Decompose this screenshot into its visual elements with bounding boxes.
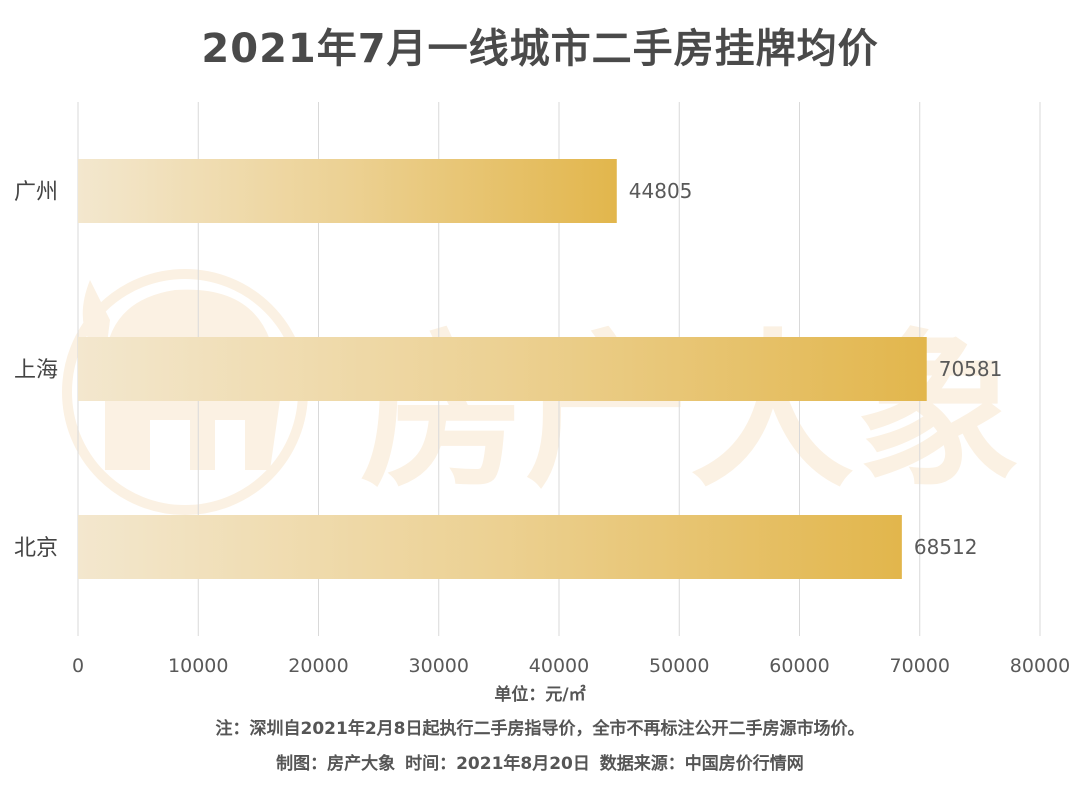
- category-label: 上海: [14, 358, 58, 383]
- bar: [78, 515, 902, 579]
- x-tick-label: 70000: [890, 655, 950, 677]
- footnote: 注：深圳自2021年2月8日起执行二手房指导价，全市不再标注公开二手房源市场价。: [215, 719, 865, 739]
- category-label: 广州: [14, 180, 58, 205]
- credit-line: 制图：房产大象 时间：2021年8月20日 数据来源：中国房价行情网: [276, 754, 804, 774]
- category-label: 北京: [14, 536, 58, 561]
- x-tick-label: 30000: [409, 655, 469, 677]
- bar: [78, 159, 617, 223]
- x-tick-label: 20000: [288, 655, 348, 677]
- x-tick-labels: 0 10000 20000 30000 40000 50000 60000 70000 8000…: [72, 655, 1070, 677]
- data-label: 68512: [914, 535, 978, 559]
- x-tick-label: 50000: [649, 655, 709, 677]
- chart-title: 2021年7月一线城市二手房挂牌均价: [201, 26, 879, 72]
- x-tick-label: 40000: [529, 655, 589, 677]
- value-labels: 44805 70581 68512: [629, 179, 1003, 559]
- bar: [78, 337, 927, 401]
- data-label: 44805: [629, 179, 693, 203]
- bars: [78, 159, 927, 579]
- unit-label: 单位：元/㎡: [494, 685, 586, 705]
- x-tick-label: 0: [72, 655, 84, 677]
- data-label: 70581: [939, 357, 1003, 381]
- x-tick-label: 10000: [168, 655, 228, 677]
- x-tick-label: 80000: [1010, 655, 1070, 677]
- x-tick-label: 60000: [769, 655, 829, 677]
